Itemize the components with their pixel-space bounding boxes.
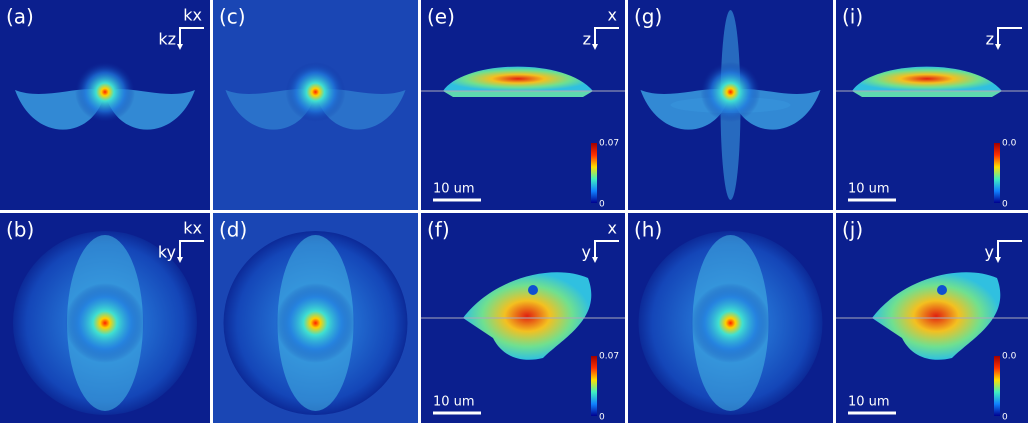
axis-arrows (997, 240, 1022, 261)
arrow-head (592, 257, 598, 263)
panel: 0.07 0 10 um (f) yx (421, 213, 625, 423)
colorbar (591, 143, 597, 203)
colorbar-min: 0 (599, 200, 605, 210)
core (65, 283, 145, 363)
cell-slab (852, 66, 1002, 91)
colorbar-min: 0 (599, 413, 605, 423)
colorbar (994, 143, 1000, 203)
panel-label: (a) (6, 5, 34, 29)
axis-v-label: kz (158, 30, 176, 49)
core (690, 283, 771, 363)
nucleolus (937, 285, 947, 295)
panel: (g) (628, 0, 833, 210)
axis-arrows (594, 27, 619, 48)
panel-label: (h) (634, 218, 662, 242)
colorbar (994, 356, 1000, 416)
scale-bar-label: 10 um (848, 182, 890, 197)
crescent (640, 89, 821, 130)
arrow-head (592, 44, 598, 50)
cell-slab-lower (852, 91, 1002, 97)
core (275, 283, 356, 363)
panel-label: (i) (842, 5, 863, 29)
axis-v-label: y (985, 243, 994, 262)
axis-v-label: ky (158, 243, 176, 262)
panel: (c) (213, 0, 418, 210)
panel-label: (f) (427, 218, 450, 242)
panel-label: (b) (6, 218, 34, 242)
panel-label: (e) (427, 5, 455, 29)
colorbar-min: 0 (1002, 413, 1008, 423)
core (75, 62, 135, 122)
cell-body (463, 272, 592, 360)
axis-h-label: kx (183, 219, 202, 238)
panel: 0.07 0 10 um (e) zx (421, 0, 625, 210)
arrow-head (995, 44, 1001, 50)
crescent (225, 89, 406, 130)
axis-h-label: x (608, 6, 617, 25)
cell-body (872, 272, 1001, 360)
axis-arrows (179, 27, 204, 48)
colorbar-max: 0.07 (599, 139, 619, 149)
axis-arrows (594, 240, 619, 261)
colorbar-max: 0.07 (599, 352, 619, 362)
colorbar-max: 0.0 (1002, 139, 1017, 149)
panel-label: (c) (219, 5, 246, 29)
axis-v-label: z (986, 30, 994, 49)
crescent (15, 89, 195, 130)
scale-bar-label: 10 um (433, 182, 475, 197)
colorbar-min: 0 (1002, 200, 1008, 210)
panel: (d) (213, 213, 418, 423)
axis-arrows (997, 27, 1022, 48)
panel-label: (g) (634, 5, 662, 29)
axis-h-label: kx (183, 6, 202, 25)
scale-bar-label: 10 um (848, 395, 890, 410)
scale-bar-label: 10 um (433, 395, 475, 410)
panel-label: (d) (219, 218, 247, 242)
arrow-head (995, 257, 1001, 263)
axis-v-label: y (582, 243, 591, 262)
core (700, 62, 761, 122)
panel-label: (j) (842, 218, 863, 242)
panel: (h) (628, 213, 833, 423)
axis-arrows (179, 240, 204, 261)
arrow-head (177, 257, 183, 263)
nucleolus (528, 285, 538, 295)
panel: 0.0 0 10 um (i) z (836, 0, 1028, 210)
axis-h-label: x (608, 219, 617, 238)
cell-slab-lower (443, 91, 593, 97)
arrow-head (177, 44, 183, 50)
colorbar (591, 356, 597, 416)
cell-slab (443, 66, 593, 91)
axis-v-label: z (583, 30, 591, 49)
panel: 0.0 0 10 um (j) y (836, 213, 1028, 423)
core (285, 62, 346, 122)
colorbar-max: 0.0 (1002, 352, 1017, 362)
